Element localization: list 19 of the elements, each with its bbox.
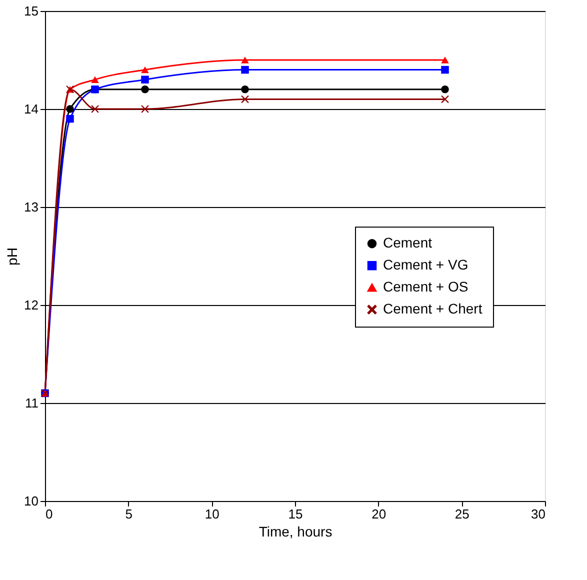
legend-label: Cement + Chert [383,300,482,317]
y-tick-label: 13 [24,200,38,214]
y-axis-title: pH [4,248,20,266]
legend-label: Cement + VG [383,256,468,273]
y-tick-label: 11 [25,396,38,410]
x-tick-label: 20 [372,506,386,522]
x-tick-label: 10 [204,506,220,522]
x-tick-label: 5 [125,506,132,522]
legend-label: Cement [383,234,432,251]
y-tick-label: 12 [24,298,38,312]
y-tick-label: 15 [24,4,38,18]
y-tick-label: 14 [24,102,38,116]
x-tick-label: 15 [288,506,303,522]
x-tick-label: 0 [46,506,53,522]
x-tick-label: 30 [531,506,546,522]
legend-label: Cement + OS [383,278,468,295]
y-tick-label: 10 [24,494,38,508]
x-axis-title: Time, hours [258,524,332,540]
x-tick-label: 25 [454,506,470,522]
